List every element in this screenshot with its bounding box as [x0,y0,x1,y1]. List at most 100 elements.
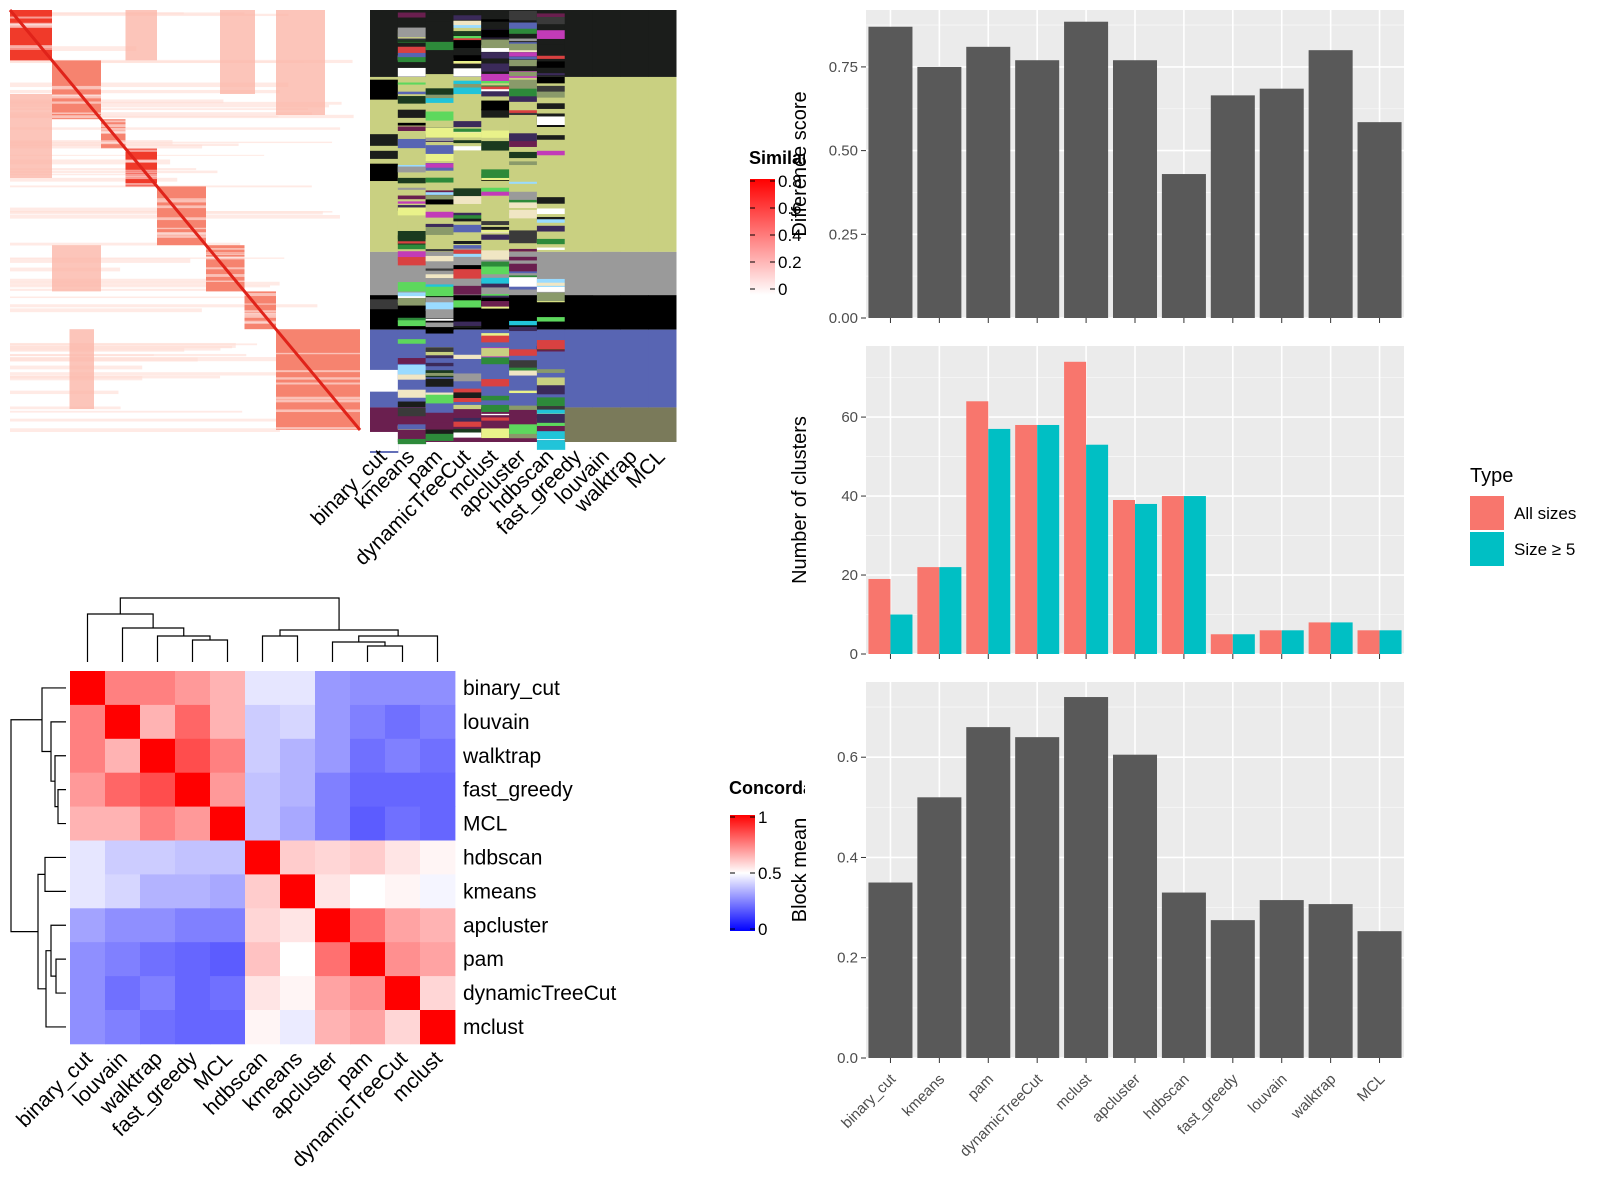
membership-cell [425,362,454,367]
dendrogram-branch [261,635,299,662]
similarity-texture [157,227,206,230]
membership-cell [397,345,427,351]
membership-cell [397,358,427,364]
dendrogram-branch [279,629,399,636]
similarity-offblock [276,10,325,115]
similarity-texture [101,127,126,131]
concordance-cell [140,738,176,774]
x-tick-label: walktrap [1287,1071,1339,1123]
membership-cell [481,226,510,230]
bar [868,578,891,654]
similarity-texture [276,427,360,430]
similarity-texture [276,370,360,373]
membership-cell [453,300,482,308]
membership-cell [481,29,510,38]
concordance-cell [70,976,106,1011]
membership-cell [481,379,510,387]
membership-cell [453,24,482,35]
similarity-texture [101,140,126,144]
membership-cell [425,286,454,297]
y-tick-label: 0 [850,646,858,663]
concordance-cell [70,908,106,943]
membership-cell [397,39,427,43]
similarity-texture [10,23,52,25]
membership-cell [509,424,538,434]
similarity-texture [157,232,206,235]
membership-cell [509,201,538,208]
concordance-cell [175,976,211,1011]
concordance-cell [70,738,106,774]
bar [1379,630,1402,654]
membership-cell [536,116,566,126]
concordance-cell [385,806,421,841]
concordance-cell [385,942,421,977]
similarity-texture [10,410,243,413]
similarity-texture [52,112,101,115]
concordance-cell [245,942,281,977]
membership-cell [397,46,427,54]
similarity-legend-tick-label: 0.4 [778,226,802,245]
concordance-row-label: pam [463,948,504,971]
membership-cell [425,163,454,168]
x-tick-label: dynamicTreeCut [957,1070,1047,1160]
similarity-offblock [220,10,255,94]
similarity-colorbar [750,179,775,295]
concordance-cell [315,874,351,909]
membership-cell [453,354,482,359]
membership-cell [397,52,427,60]
membership-cell [592,251,621,296]
membership-cell [481,404,510,412]
similarity-texture [125,183,157,186]
concordance-cell [420,874,456,909]
membership-cell [397,292,427,297]
concordance-row-label: apcluster [463,914,548,937]
membership-cell [453,373,482,382]
bar [1086,444,1109,654]
membership-cell [536,225,566,232]
membership-cell [397,295,427,298]
concordance-cell [280,704,316,740]
concordance-cell [420,806,456,841]
membership-cell [397,138,427,149]
concordance-cell [350,908,386,943]
concordance-cell [105,908,141,943]
membership-cell [648,329,677,408]
y-tick-label: 0.2 [837,950,858,967]
y-tick-label: 0.75 [829,59,858,76]
membership-cell [592,407,621,442]
legend-key-all-sizes [1470,496,1504,530]
concordance-cell [105,976,141,1011]
membership-cell [370,369,399,392]
membership-cell [481,428,510,439]
concordance-cell [420,840,456,875]
similarity-texture [10,281,280,286]
concordance-cell [175,772,211,807]
bar [890,614,913,654]
concordance-cell [105,840,141,875]
dendrogram-branch [41,687,66,753]
y-tick-label: 40 [841,488,858,505]
bar [1357,122,1402,318]
membership-cell [481,141,510,151]
concordance-cell [385,772,421,807]
membership-cell [397,177,427,184]
membership-cell [536,135,566,140]
similarity-texture [10,46,52,49]
concordance-cell [280,976,316,1011]
similarity-texture [52,115,101,119]
concordance-cell [315,671,351,706]
membership-cell [425,327,454,334]
bar [1135,503,1158,654]
membership-cell [397,320,427,327]
membership-cell [536,30,566,39]
membership-cell [425,255,454,262]
similarity-texture [206,253,245,255]
membership-cell [453,68,482,77]
type-legend: Type All sizes Size ≥ 5 [1470,465,1576,566]
similarity-texture [10,418,300,422]
similarity-texture [10,141,333,144]
y-axis-label: Block mean [789,818,811,923]
bar [1112,500,1135,654]
membership-panel [370,10,677,453]
membership-cell [620,10,649,77]
